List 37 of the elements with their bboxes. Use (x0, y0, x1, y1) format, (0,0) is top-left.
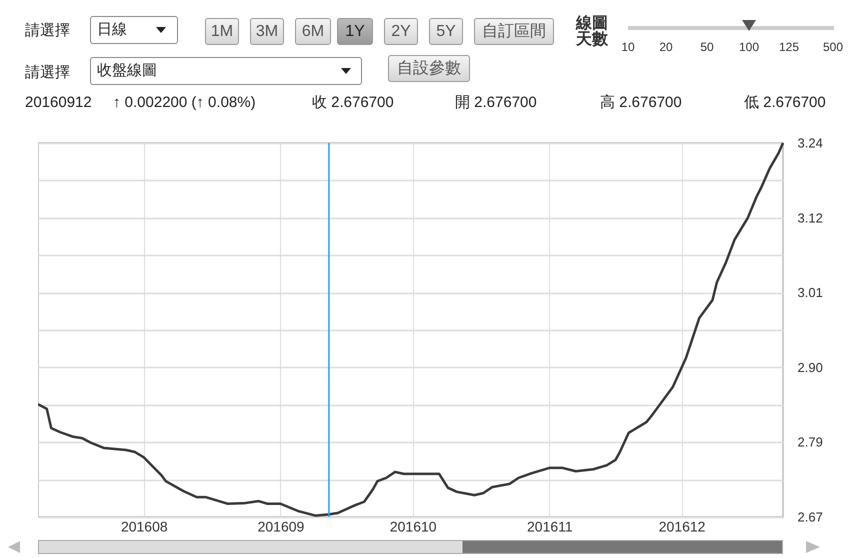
line-series (38, 142, 784, 517)
text: 高 2.676700 (600, 94, 682, 112)
y-tick-label: 2.90 (798, 360, 823, 375)
text: 125 (778, 39, 800, 56)
text: 低 2.676700 (744, 94, 826, 112)
y-tick-label: 2.67 (798, 510, 823, 524)
text: ↑ 0.002200 (↑ 0.08%) (113, 94, 256, 112)
x-tick-label: 201609 (258, 518, 305, 534)
text: 收 2.676700 (312, 94, 394, 112)
text: 20 (659, 39, 673, 56)
text: 自設參數 (388, 55, 470, 82)
text: 2Y (384, 18, 418, 45)
text: 50 (700, 39, 714, 56)
text: 自訂區間 (474, 18, 554, 45)
y-tick-label: 3.12 (798, 210, 823, 226)
text: 500 (822, 39, 844, 56)
text: 5Y (429, 18, 463, 45)
text: 開 2.676700 (455, 94, 537, 112)
text: 20160912 (25, 94, 92, 112)
text: 線圖天數 (576, 15, 609, 48)
x-tick-label: 201611 (527, 518, 573, 534)
text: 請選擇 (25, 22, 70, 40)
y-tick-label: 2.79 (798, 434, 823, 450)
text: 日線 (90, 16, 178, 44)
text: 100 (738, 39, 760, 56)
text: 6M (295, 18, 331, 45)
text: 1M (205, 18, 239, 45)
y-tick-label: 3.24 (798, 136, 823, 150)
text: 10 (621, 39, 635, 56)
text: 請選擇 (25, 64, 70, 82)
y-tick-label: 3.01 (798, 285, 823, 300)
x-tick-label: 201610 (390, 518, 437, 534)
text: 3M (250, 18, 284, 45)
x-tick-label: 201612 (658, 518, 706, 534)
x-tick-label: 201608 (120, 518, 168, 534)
text: 1Y (337, 18, 373, 45)
text: 收盤線圖 (90, 57, 362, 85)
